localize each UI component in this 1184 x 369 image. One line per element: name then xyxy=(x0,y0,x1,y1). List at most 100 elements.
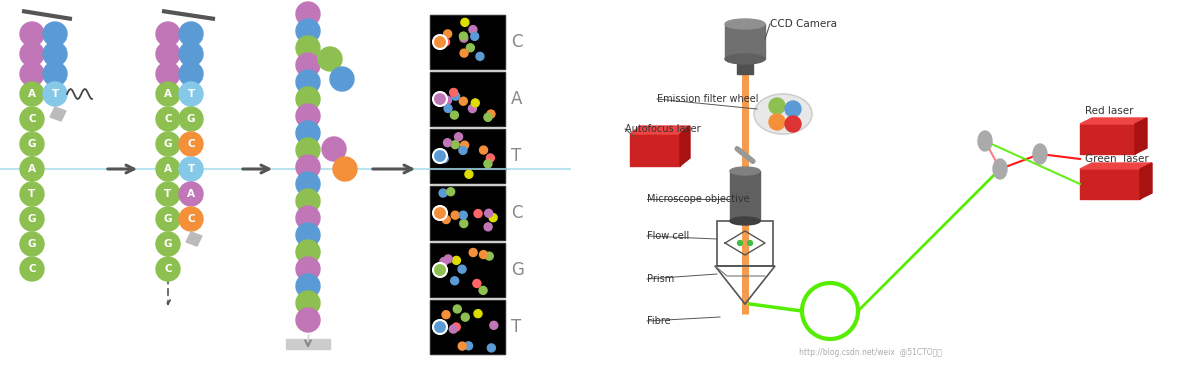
Circle shape xyxy=(487,154,495,162)
Circle shape xyxy=(156,157,180,181)
Bar xyxy=(430,129,506,183)
Circle shape xyxy=(20,257,44,281)
Circle shape xyxy=(462,313,469,321)
Circle shape xyxy=(768,114,785,130)
Circle shape xyxy=(446,188,455,196)
Circle shape xyxy=(442,38,450,46)
Bar xyxy=(430,300,506,354)
Circle shape xyxy=(156,107,180,131)
Circle shape xyxy=(296,70,320,94)
Circle shape xyxy=(179,182,202,206)
Circle shape xyxy=(43,22,67,46)
Circle shape xyxy=(440,155,449,163)
Circle shape xyxy=(485,252,494,260)
Circle shape xyxy=(469,104,476,113)
Circle shape xyxy=(474,210,482,218)
Text: G: G xyxy=(511,261,523,279)
Text: G: G xyxy=(27,239,37,249)
Circle shape xyxy=(433,92,448,106)
Circle shape xyxy=(459,34,468,42)
Circle shape xyxy=(444,255,452,263)
Ellipse shape xyxy=(993,159,1008,179)
Circle shape xyxy=(469,25,477,34)
Circle shape xyxy=(296,240,320,264)
Bar xyxy=(430,186,506,240)
Circle shape xyxy=(156,132,180,156)
Bar xyxy=(430,300,506,354)
Circle shape xyxy=(179,42,202,66)
Text: A: A xyxy=(187,189,195,199)
Text: G: G xyxy=(163,239,172,249)
Circle shape xyxy=(466,44,475,52)
Circle shape xyxy=(156,207,180,231)
Circle shape xyxy=(461,18,469,26)
Circle shape xyxy=(20,232,44,256)
Circle shape xyxy=(296,189,320,213)
Text: CCD Camera: CCD Camera xyxy=(770,19,837,29)
Bar xyxy=(731,171,760,221)
Text: C: C xyxy=(187,214,195,224)
Polygon shape xyxy=(1140,163,1152,199)
Circle shape xyxy=(459,146,466,154)
Circle shape xyxy=(20,132,44,156)
Bar xyxy=(287,339,330,349)
Text: http://blog.csdn.net/weix  @51CTO博客: http://blog.csdn.net/weix @51CTO博客 xyxy=(798,348,941,357)
Circle shape xyxy=(452,256,461,264)
Circle shape xyxy=(451,92,459,100)
Text: Red laser: Red laser xyxy=(1085,106,1133,116)
Circle shape xyxy=(490,321,497,329)
Circle shape xyxy=(296,36,320,60)
Circle shape xyxy=(296,104,320,128)
Circle shape xyxy=(433,35,448,49)
Text: G: G xyxy=(27,214,37,224)
Text: Autofocus laser: Autofocus laser xyxy=(625,124,701,134)
Circle shape xyxy=(296,53,320,77)
Bar xyxy=(736,56,753,74)
Circle shape xyxy=(20,107,44,131)
FancyArrowPatch shape xyxy=(738,149,753,161)
Text: T: T xyxy=(165,189,172,199)
Circle shape xyxy=(453,305,462,313)
Circle shape xyxy=(296,121,320,145)
Text: Green  laser: Green laser xyxy=(1085,154,1148,164)
Polygon shape xyxy=(50,107,66,121)
Bar xyxy=(430,243,506,297)
Circle shape xyxy=(480,251,488,259)
Circle shape xyxy=(296,223,320,247)
Polygon shape xyxy=(186,232,202,246)
Text: G: G xyxy=(27,139,37,149)
Circle shape xyxy=(440,258,448,266)
Circle shape xyxy=(318,47,342,71)
Ellipse shape xyxy=(978,131,992,151)
Circle shape xyxy=(458,342,466,350)
Ellipse shape xyxy=(725,54,765,64)
Text: A: A xyxy=(165,89,172,99)
Circle shape xyxy=(330,67,354,91)
Circle shape xyxy=(296,155,320,179)
Circle shape xyxy=(450,111,458,119)
Circle shape xyxy=(452,323,461,331)
Circle shape xyxy=(20,42,44,66)
Circle shape xyxy=(296,206,320,230)
Circle shape xyxy=(469,248,477,256)
Circle shape xyxy=(480,146,488,154)
Circle shape xyxy=(484,223,493,231)
Text: T: T xyxy=(28,189,36,199)
Text: G: G xyxy=(163,139,172,149)
Polygon shape xyxy=(1080,163,1152,169)
Circle shape xyxy=(179,22,202,46)
Bar xyxy=(1080,169,1140,199)
Circle shape xyxy=(488,344,495,352)
Text: C: C xyxy=(28,264,36,274)
Circle shape xyxy=(20,182,44,206)
Text: Prism: Prism xyxy=(646,274,674,284)
Text: A: A xyxy=(511,90,522,108)
Text: Emission filter wheel: Emission filter wheel xyxy=(657,94,759,104)
Polygon shape xyxy=(1080,118,1147,124)
Circle shape xyxy=(179,157,202,181)
Circle shape xyxy=(444,30,451,38)
Circle shape xyxy=(333,157,358,181)
Bar xyxy=(430,15,506,69)
Circle shape xyxy=(296,138,320,162)
Circle shape xyxy=(459,211,468,219)
